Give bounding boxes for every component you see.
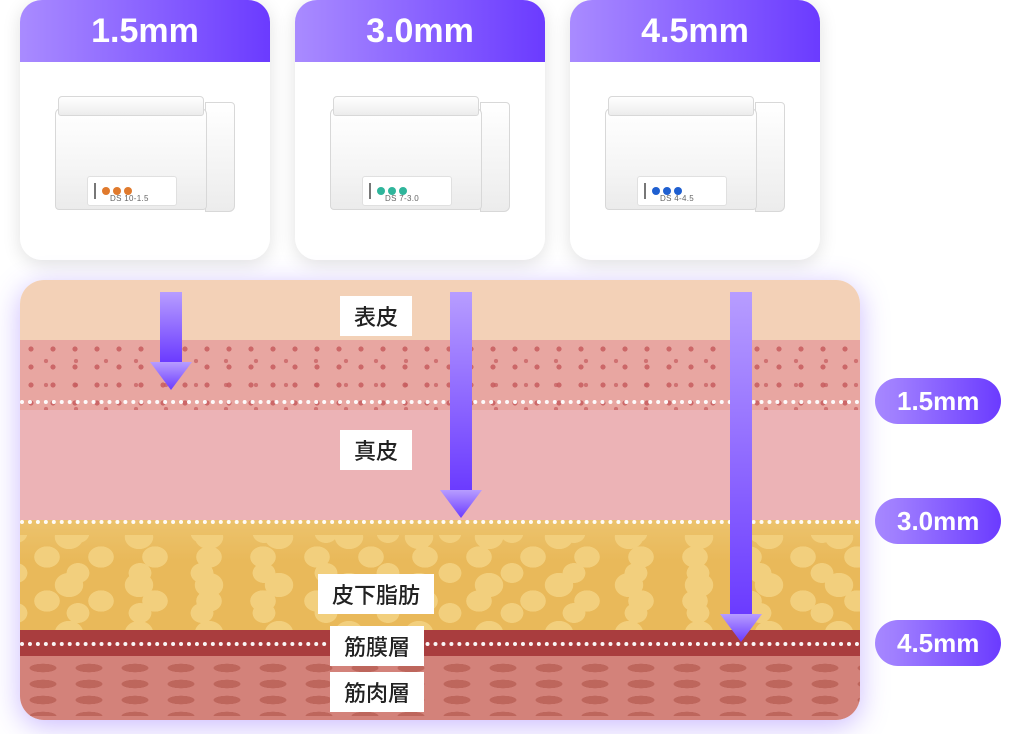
cartridge-code-3: DS 4-4.5	[660, 194, 694, 203]
depth-pill-3-0: 3.0mm	[875, 498, 1001, 544]
infographic-root: 1.5mm DS 10-1.5	[0, 0, 1011, 734]
cartridge-header-3: 4.5mm	[570, 0, 820, 62]
label-subcutaneous: 皮下脂肪	[318, 574, 434, 614]
cartridge-row: 1.5mm DS 10-1.5	[20, 0, 820, 260]
arrow-1-5	[150, 292, 192, 390]
arrow-4-5	[720, 292, 762, 642]
depth-line-4-5	[20, 642, 860, 646]
cartridge-body-2: DS 7-3.0	[295, 62, 545, 260]
cartridge-body-3: DS 4-4.5	[570, 62, 820, 260]
cartridge-body-1: DS 10-1.5	[20, 62, 270, 260]
cartridge-code-1: DS 10-1.5	[110, 194, 149, 203]
depth-pill-1-5: 1.5mm	[875, 378, 1001, 424]
label-muscle: 筋肉層	[330, 672, 424, 712]
cartridge-header-2: 3.0mm	[295, 0, 545, 62]
arrow-3-0	[440, 292, 482, 518]
cartridge-code-2: DS 7-3.0	[385, 194, 419, 203]
label-epidermis: 表皮	[340, 296, 412, 336]
cartridge-card-2: 3.0mm DS 7-3.0	[295, 0, 545, 260]
label-fascia: 筋膜層	[330, 626, 424, 666]
cartridge-card-1: 1.5mm DS 10-1.5	[20, 0, 270, 260]
depth-pill-4-5: 4.5mm	[875, 620, 1001, 666]
cartridge-card-3: 4.5mm DS 4-4.5	[570, 0, 820, 260]
skin-diagram: 表皮 真皮 皮下脂肪 筋膜層 筋肉層	[20, 280, 860, 720]
label-dermis: 真皮	[340, 430, 412, 470]
cartridge-device-1: DS 10-1.5	[55, 96, 235, 226]
cartridge-header-1: 1.5mm	[20, 0, 270, 62]
cartridge-device-2: DS 7-3.0	[330, 96, 510, 226]
cartridge-device-3: DS 4-4.5	[605, 96, 785, 226]
